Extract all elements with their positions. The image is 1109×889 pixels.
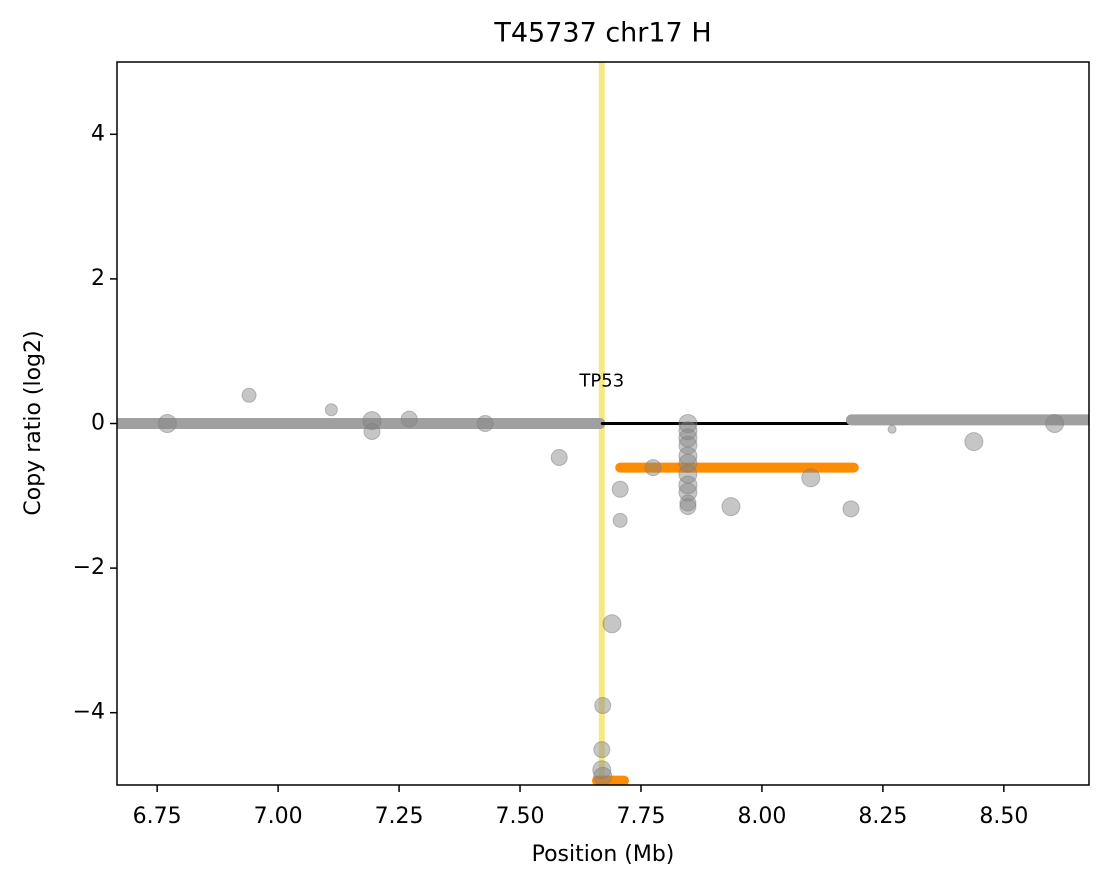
point — [801, 468, 821, 488]
point — [602, 614, 622, 634]
point — [324, 403, 338, 417]
chart-title: T45737 chr17 H — [493, 18, 711, 49]
point — [679, 498, 697, 516]
x-tick-label: 7.50 — [496, 804, 545, 829]
point — [157, 414, 177, 433]
x-tick-label: 8.50 — [979, 804, 1028, 829]
point — [679, 494, 697, 512]
x-axis-label: Position (Mb) — [532, 842, 675, 867]
y-tick-label: 2 — [91, 266, 105, 291]
point — [593, 741, 611, 759]
y-tick-label: −4 — [73, 700, 105, 725]
point — [842, 500, 860, 518]
x-tick-label: 7.75 — [616, 804, 665, 829]
x-tick-label: 7.25 — [375, 804, 424, 829]
point — [887, 424, 897, 434]
point — [678, 453, 698, 473]
x-tick-label: 6.75 — [133, 804, 182, 829]
point — [678, 414, 698, 433]
point — [721, 497, 741, 517]
y-tick-label: 0 — [91, 411, 105, 436]
gene-label: TP53 — [578, 371, 624, 392]
point — [644, 459, 662, 477]
point — [1045, 414, 1065, 433]
y-axis-label: Copy ratio (log2) — [21, 330, 46, 515]
point — [400, 410, 418, 428]
point — [476, 415, 494, 432]
x-tick-label: 7.00 — [254, 804, 303, 829]
point — [593, 766, 613, 785]
y-tick-label: −2 — [73, 555, 105, 580]
x-tick-label: 8.25 — [858, 804, 907, 829]
point — [594, 696, 612, 714]
point — [550, 448, 568, 466]
point — [592, 760, 612, 780]
point — [678, 475, 698, 495]
y-tick-label: 4 — [91, 121, 105, 146]
point — [241, 387, 257, 403]
point — [611, 480, 629, 498]
point — [363, 422, 381, 440]
point — [678, 421, 698, 441]
x-tick-label: 8.00 — [737, 804, 786, 829]
point — [612, 512, 628, 528]
point — [964, 432, 984, 452]
